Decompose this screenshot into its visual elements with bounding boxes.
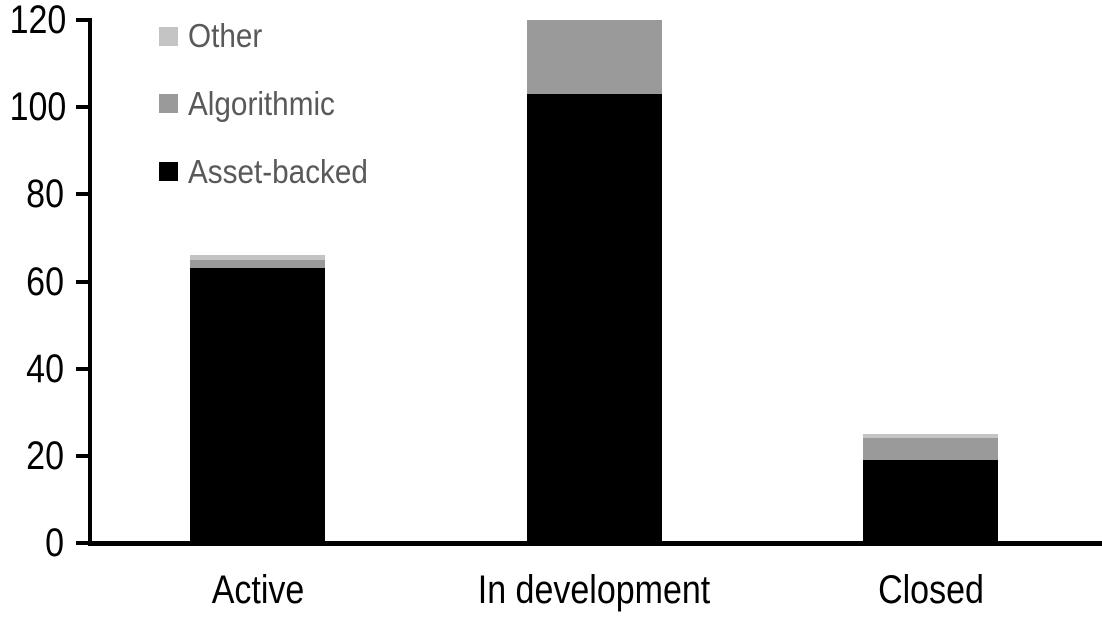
bar-segment-active-other: [190, 255, 325, 260]
legend-swatch-asset-backed: [159, 162, 178, 181]
y-axis-tick-label: 40: [26, 346, 64, 391]
legend-label-other: Other: [188, 17, 263, 54]
x-axis-line: [88, 541, 1102, 546]
x-axis-label-active: Active: [211, 568, 304, 612]
legend-swatch-other: [159, 26, 178, 46]
legend-label-asset-backed: Asset-backed: [188, 152, 368, 190]
bar-segment-in-development-asset-backed: [526, 94, 662, 543]
bar-segment-closed-other: [863, 434, 999, 439]
y-axis-tick-label: 0: [45, 521, 64, 565]
y-axis-tick-label: 100: [9, 85, 67, 130]
legend-swatch-algorithmic: [159, 94, 178, 113]
bar-segment-active-algorithmic: [190, 259, 325, 269]
bar-segment-closed-algorithmic: [863, 438, 999, 461]
bar-segment-closed-asset-backed: [863, 460, 999, 543]
x-axis-label-in-development: In development: [477, 568, 711, 612]
y-tick-mark: [76, 105, 89, 110]
legend-item-algorithmic: Algorithmic: [159, 84, 351, 122]
y-tick-mark: [76, 453, 89, 458]
y-tick-mark: [76, 18, 89, 22]
y-tick-mark: [76, 541, 89, 545]
legend-item-asset-backed: Asset-backed: [159, 152, 388, 190]
y-tick-mark: [76, 366, 89, 371]
legend-item-other: Other: [159, 19, 271, 53]
y-tick-mark: [76, 279, 89, 284]
y-axis-line: [88, 18, 92, 546]
y-axis-tick-label: 60: [26, 259, 64, 304]
y-axis-tick-label: 20: [26, 433, 64, 478]
y-tick-mark: [76, 192, 89, 197]
x-axis-label-closed: Closed: [877, 568, 984, 612]
bar-segment-active-asset-backed: [190, 268, 325, 543]
y-axis-tick-label: 80: [26, 172, 64, 217]
y-axis-tick-label: 120: [9, 0, 67, 42]
bar-segment-in-development-algorithmic: [526, 20, 662, 95]
legend-label-algorithmic: Algorithmic: [188, 84, 335, 122]
